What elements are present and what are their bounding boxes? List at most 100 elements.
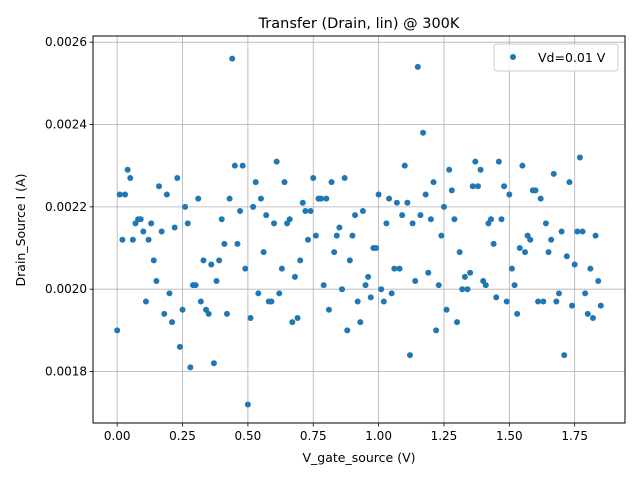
x-tick-label: 1.25 xyxy=(431,429,458,443)
data-point xyxy=(354,298,361,305)
data-point xyxy=(294,315,301,322)
data-point xyxy=(171,224,178,231)
data-point xyxy=(273,158,280,165)
data-point xyxy=(187,364,194,371)
data-point xyxy=(386,195,393,202)
data-point xyxy=(399,212,406,219)
data-point xyxy=(333,232,340,239)
data-point xyxy=(427,216,434,223)
chart-title: Transfer (Drain, lin) @ 300K xyxy=(258,16,460,32)
data-point xyxy=(328,179,335,186)
data-point xyxy=(393,199,400,206)
data-point xyxy=(346,257,353,264)
grid xyxy=(93,36,625,423)
data-point xyxy=(493,294,500,301)
data-point xyxy=(561,352,568,359)
data-point xyxy=(213,277,220,284)
data-point xyxy=(391,265,398,272)
data-point xyxy=(142,298,149,305)
data-point xyxy=(472,158,479,165)
data-point xyxy=(454,319,461,326)
x-tick-label: 0.25 xyxy=(169,429,196,443)
data-point xyxy=(205,310,212,317)
data-point xyxy=(477,166,484,173)
data-point xyxy=(378,286,385,293)
data-point xyxy=(375,191,382,198)
plot-area xyxy=(93,36,625,423)
data-point xyxy=(464,286,471,293)
data-point xyxy=(417,212,424,219)
data-point xyxy=(365,273,372,280)
data-point xyxy=(383,220,390,227)
data-point xyxy=(344,327,351,334)
data-point xyxy=(501,183,508,190)
data-point xyxy=(320,282,327,289)
data-point xyxy=(506,191,513,198)
data-point xyxy=(156,183,163,190)
data-point xyxy=(119,236,126,243)
data-point xyxy=(305,236,312,243)
data-point xyxy=(451,216,458,223)
data-point xyxy=(289,319,296,326)
data-point xyxy=(558,228,565,235)
data-point xyxy=(488,216,495,223)
x-axis-label: V_gate_source (V) xyxy=(302,450,415,465)
data-point xyxy=(495,158,502,165)
data-point xyxy=(574,228,581,235)
data-point xyxy=(542,220,549,227)
data-point xyxy=(148,220,155,227)
data-point xyxy=(587,265,594,272)
data-point xyxy=(239,162,246,169)
data-point xyxy=(302,207,309,214)
data-point xyxy=(299,199,306,206)
data-point xyxy=(234,240,241,247)
data-point xyxy=(422,191,429,198)
data-point xyxy=(281,179,288,186)
data-point xyxy=(566,179,573,186)
legend-marker xyxy=(510,54,516,60)
data-point xyxy=(482,282,489,289)
data-point xyxy=(221,240,228,247)
data-point xyxy=(440,203,447,210)
data-point xyxy=(420,129,427,136)
data-point xyxy=(550,170,557,177)
data-point xyxy=(595,277,602,284)
data-point xyxy=(545,249,552,256)
data-point xyxy=(592,232,599,239)
data-point xyxy=(124,166,131,173)
y-tick-label: 0.0020 xyxy=(45,282,87,296)
data-point xyxy=(166,290,173,297)
x-tick-label: 0.75 xyxy=(300,429,327,443)
data-point xyxy=(218,216,225,223)
data-point xyxy=(597,302,604,309)
data-point xyxy=(341,175,348,182)
data-point xyxy=(589,315,596,322)
data-point xyxy=(582,290,589,297)
data-point xyxy=(307,207,314,214)
data-point xyxy=(244,401,251,408)
data-point xyxy=(569,302,576,309)
data-point xyxy=(226,195,233,202)
data-point xyxy=(257,195,264,202)
data-point xyxy=(153,277,160,284)
data-point xyxy=(357,319,364,326)
data-point xyxy=(516,245,523,252)
data-point xyxy=(200,257,207,264)
data-point xyxy=(532,187,539,194)
data-point xyxy=(571,261,578,268)
data-point xyxy=(548,236,555,243)
x-tick-label: 1.50 xyxy=(496,429,523,443)
data-point xyxy=(169,319,176,326)
data-point xyxy=(414,63,421,70)
x-tick-label: 1.00 xyxy=(365,429,392,443)
y-tick-label: 0.0024 xyxy=(45,118,87,132)
data-point xyxy=(140,228,147,235)
y-axis-label: Drain_Source I (A) xyxy=(13,174,28,287)
data-point xyxy=(349,232,356,239)
plot-frame xyxy=(92,35,626,424)
data-point xyxy=(179,306,186,313)
legend-box xyxy=(493,43,619,72)
data-point xyxy=(576,154,583,161)
data-point xyxy=(367,294,374,301)
